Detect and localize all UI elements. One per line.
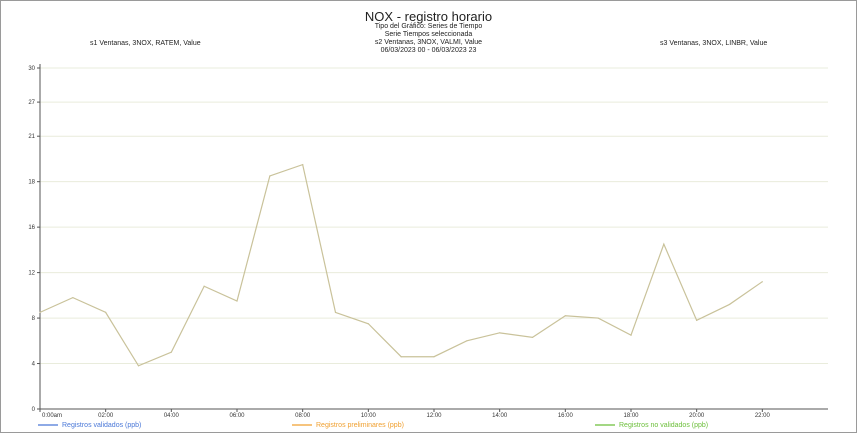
y-tick-label: 27 xyxy=(28,100,35,106)
data-point xyxy=(137,365,140,367)
data-point xyxy=(203,285,205,287)
x-tick-label: 10:00 xyxy=(361,413,377,419)
data-point xyxy=(728,303,731,306)
y-tick-label: 18 xyxy=(28,180,35,186)
data-point xyxy=(433,356,435,358)
x-tick-label: 20:00 xyxy=(689,413,705,419)
data-point xyxy=(39,311,41,313)
chart-date-range: 06/03/2023 00 - 06/03/2023 23 xyxy=(380,47,477,54)
x-tick-label: 12:00 xyxy=(426,413,442,419)
data-point xyxy=(499,332,501,334)
series-label-left: s1 Ventanas, 3NOX, RATEM, Value xyxy=(90,40,201,47)
data-point xyxy=(466,340,468,342)
data-point xyxy=(170,351,172,353)
chart-subtitle-line: Tipo del Gráfico: Series de Tiempo xyxy=(374,23,483,30)
x-tick-label: 18:00 xyxy=(623,413,639,419)
chart-subtitle-line: s2 Ventanas, 3NOX, VALMI, Value xyxy=(374,39,483,46)
legend-label: Registros preliminares (ppb) xyxy=(316,422,404,429)
chart-title: NOX - registro horario xyxy=(364,9,493,24)
x-tick-label: 06:00 xyxy=(229,413,245,419)
legend: Registros validados (ppb) Registros preli… xyxy=(38,422,708,429)
data-point xyxy=(761,281,763,283)
data-point xyxy=(597,317,599,319)
y-tick-label: 0 xyxy=(32,407,36,413)
y-tick-label: 12 xyxy=(28,271,35,277)
grid xyxy=(40,67,828,410)
legend-label: Registros no validados (ppb) xyxy=(619,422,708,429)
y-tick-label: 21 xyxy=(28,134,35,140)
data-point xyxy=(630,334,632,336)
data-point xyxy=(564,315,566,317)
x-tick-label: 16:00 xyxy=(558,413,574,419)
series-layer xyxy=(39,163,763,367)
chart-subtitle-line: Serie Tiempos seleccionada xyxy=(384,31,473,38)
y-tick-label: 30 xyxy=(28,66,35,72)
data-point xyxy=(105,311,107,313)
y-tick-label: 4 xyxy=(32,362,36,368)
y-tick-label: 8 xyxy=(32,316,36,322)
axes: 0 4 8 12 16 18 21 27 30 0:00am 02:00 04:00 06:00 08:0… xyxy=(28,64,828,419)
series-line xyxy=(39,163,763,367)
x-tick-label: 22:00 xyxy=(755,413,771,419)
x-tick-label: 14:00 xyxy=(492,413,508,419)
x-tick-label: 0:00am xyxy=(42,413,62,419)
x-tick-label: 08:00 xyxy=(295,413,311,419)
data-point xyxy=(531,336,534,338)
data-point xyxy=(367,323,369,325)
x-tick-label: 04:00 xyxy=(164,413,180,419)
data-point xyxy=(72,297,74,299)
y-tick-label: 16 xyxy=(28,225,35,231)
legend-label: Registros validados (ppb) xyxy=(62,422,141,429)
data-point xyxy=(663,243,665,245)
data-point xyxy=(269,175,271,177)
x-tick-label: 02:00 xyxy=(98,413,114,419)
data-point xyxy=(400,356,402,358)
series-label-right: s3 Ventanas, 3NOX, LINBR, Value xyxy=(660,40,768,47)
data-point xyxy=(302,164,304,166)
data-point xyxy=(236,300,238,302)
data-point xyxy=(334,311,337,313)
data-point xyxy=(696,319,698,321)
